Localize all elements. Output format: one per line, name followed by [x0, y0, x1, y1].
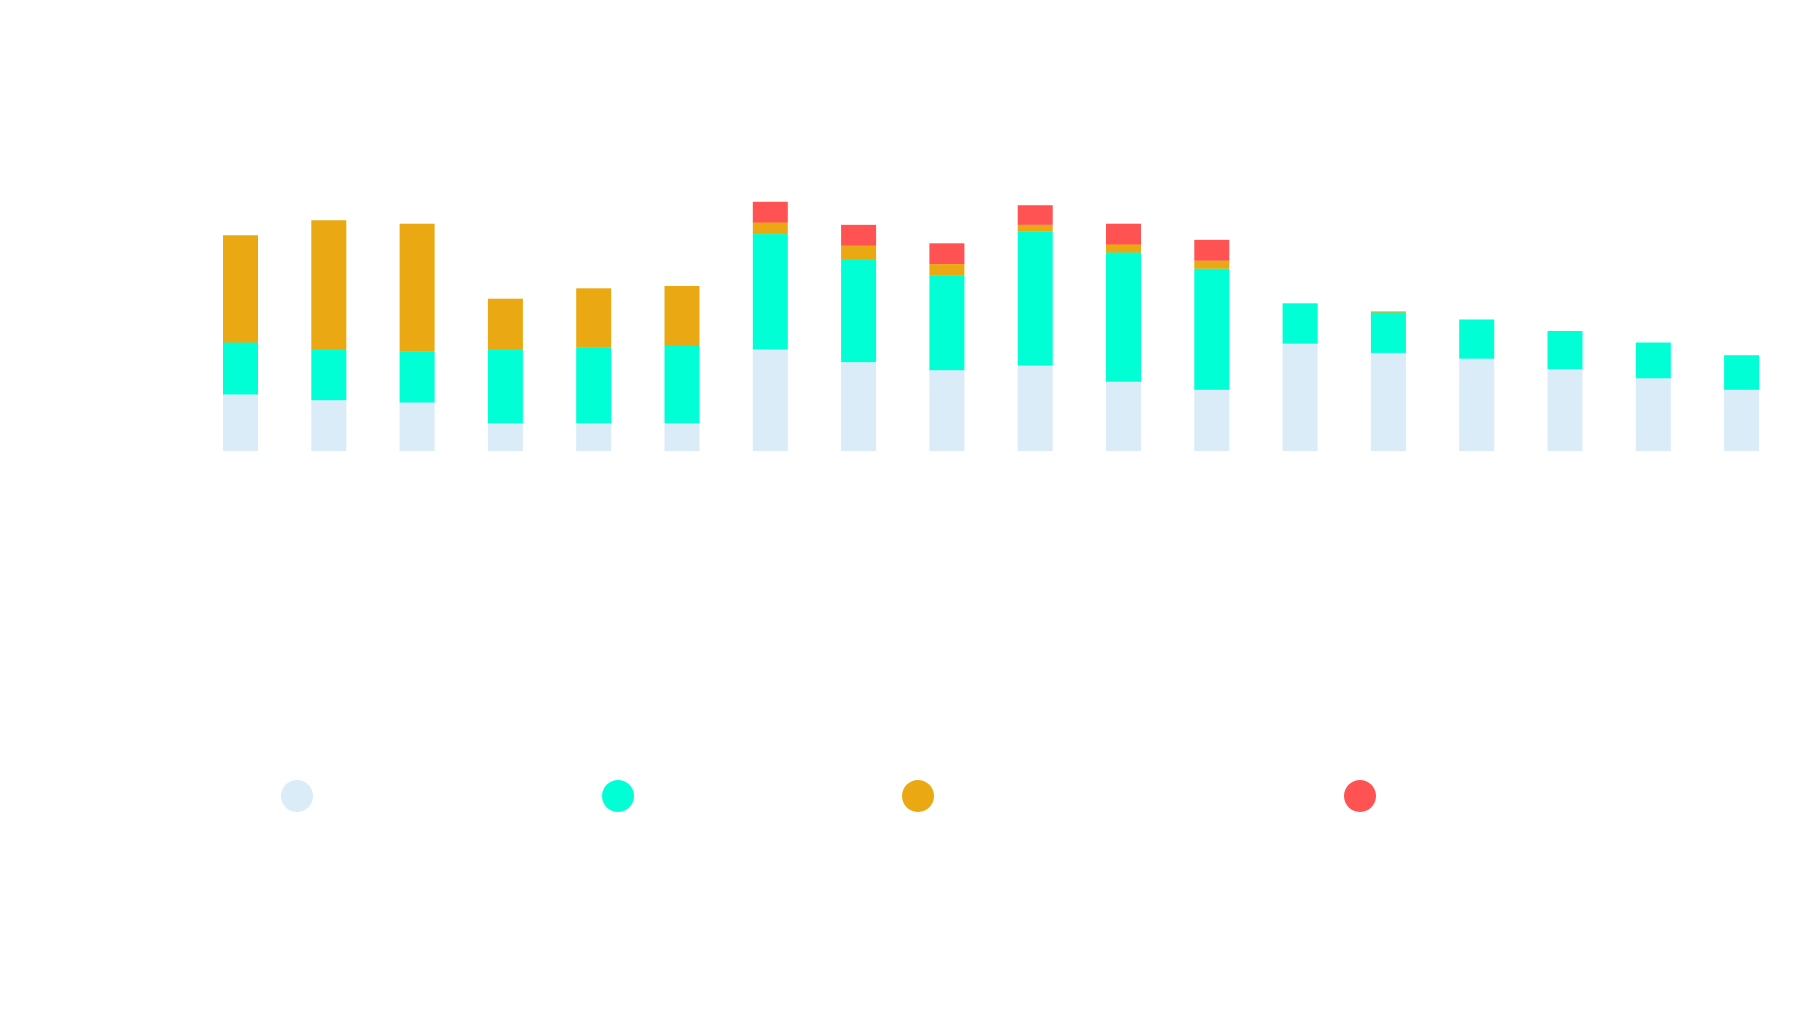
- bar-segment-8-series-2: [929, 264, 965, 276]
- bar-segment-12-series-1: [1282, 303, 1318, 344]
- bar-segment-4-series-0: [576, 423, 612, 451]
- bar-segment-15-series-0: [1547, 369, 1583, 451]
- bar-segment-9-series-2: [1017, 224, 1053, 232]
- bar-segment-0-series-2: [223, 235, 258, 343]
- legend: [281, 780, 1376, 812]
- bar-segment-4-series-1: [576, 347, 612, 424]
- bar-segment-17-series-0: [1724, 389, 1760, 451]
- bar-segment-2-series-2: [399, 223, 435, 352]
- bar-segment-11-series-2: [1194, 260, 1230, 269]
- bar-segment-11-series-3: [1194, 239, 1230, 261]
- bar-segment-7-series-1: [841, 259, 877, 363]
- bar-segment-6-series-3: [752, 201, 788, 223]
- bar-segment-17-series-1: [1724, 355, 1760, 390]
- bar-segment-5-series-0: [664, 423, 700, 451]
- bar-segment-6-series-0: [752, 349, 788, 451]
- bar-segment-4-series-2: [576, 288, 612, 348]
- bar-segment-0-series-1: [223, 342, 258, 395]
- bar-segment-1-series-2: [311, 220, 347, 350]
- bar-segment-7-series-3: [841, 224, 877, 246]
- bar-segment-3-series-1: [487, 349, 523, 424]
- legend-marker-series-1[interactable]: [602, 780, 634, 812]
- bar-segment-9-series-3: [1017, 205, 1053, 225]
- bar-segment-8-series-0: [929, 370, 965, 451]
- legend-marker-series-3[interactable]: [1344, 780, 1376, 812]
- bar-segment-14-series-0: [1459, 358, 1495, 451]
- bars-group: [223, 201, 1760, 451]
- bar-segment-14-series-1: [1459, 319, 1495, 359]
- bar-segment-8-series-3: [929, 243, 965, 265]
- bar-segment-12-series-0: [1282, 343, 1318, 451]
- bar-segment-16-series-0: [1635, 378, 1671, 451]
- bar-segment-10-series-3: [1106, 223, 1141, 245]
- bar-segment-8-series-1: [929, 275, 965, 371]
- bar-segment-13-series-1: [1370, 312, 1406, 353]
- bar-segment-1-series-1: [311, 349, 347, 401]
- bar-segment-0-series-0: [223, 394, 258, 451]
- bar-segment-10-series-0: [1106, 381, 1141, 451]
- bar-segment-9-series-1: [1017, 231, 1053, 366]
- bar-segment-3-series-2: [487, 298, 523, 350]
- legend-marker-series-2[interactable]: [902, 780, 934, 812]
- bar-segment-2-series-1: [399, 351, 435, 403]
- bar-segment-5-series-2: [664, 286, 700, 347]
- bar-segment-10-series-1: [1106, 252, 1141, 382]
- bar-segment-5-series-1: [664, 346, 700, 424]
- bar-segment-6-series-1: [752, 234, 788, 350]
- legend-marker-series-0[interactable]: [281, 780, 313, 812]
- bar-segment-2-series-0: [399, 402, 435, 451]
- bar-segment-1-series-0: [311, 400, 347, 451]
- bar-segment-11-series-1: [1194, 268, 1230, 390]
- bar-segment-7-series-2: [841, 245, 877, 260]
- bar-segment-6-series-2: [752, 222, 788, 235]
- bar-segment-16-series-1: [1635, 342, 1671, 379]
- bar-segment-15-series-1: [1547, 331, 1583, 370]
- bar-segment-10-series-2: [1106, 244, 1141, 253]
- bar-segment-11-series-0: [1194, 389, 1230, 451]
- bar-segment-9-series-0: [1017, 365, 1053, 451]
- bar-segment-7-series-0: [841, 362, 877, 451]
- bar-segment-13-series-2: [1370, 311, 1406, 313]
- bar-segment-3-series-0: [487, 423, 523, 451]
- bar-segment-13-series-0: [1370, 352, 1406, 451]
